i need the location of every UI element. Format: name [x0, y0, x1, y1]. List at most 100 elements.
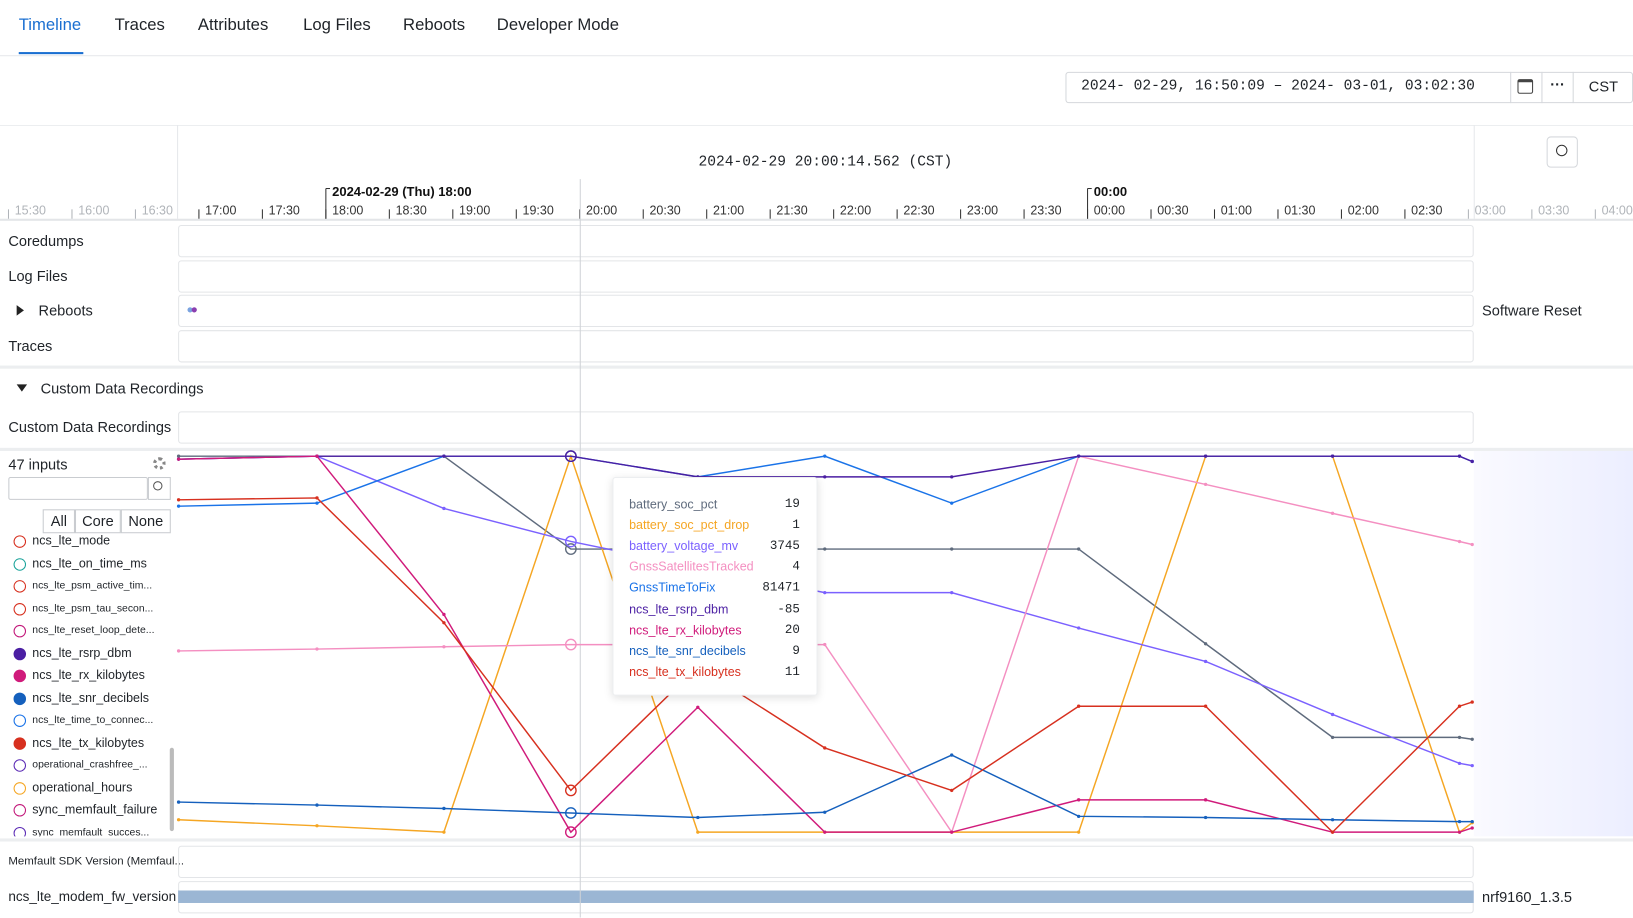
- search-input[interactable]: [8, 477, 148, 500]
- section-border: [0, 838, 1633, 842]
- x-tick-label: 20:30: [649, 204, 680, 218]
- series-line: [178, 455, 1473, 507]
- section-title[interactable]: Custom Data Recordings: [40, 380, 204, 397]
- tooltip-value: 1: [792, 517, 800, 533]
- input-marker[interactable]: [13, 580, 27, 593]
- series-point: [823, 642, 827, 647]
- input-marker[interactable]: [13, 781, 27, 795]
- series-point: [315, 454, 319, 458]
- settings-icon[interactable]: [153, 457, 166, 470]
- series-line: [178, 455, 1473, 834]
- input-marker[interactable]: [13, 714, 27, 727]
- x-tick-label: 22:00: [840, 204, 871, 218]
- tooltip-value: 19: [784, 496, 800, 512]
- input-name[interactable]: ncs_lte_reset_loop_dete...: [32, 624, 155, 637]
- x-tick-label: 19:30: [523, 204, 554, 218]
- right-col-border: [1473, 124, 1475, 219]
- series-point: [1076, 454, 1081, 458]
- input-marker[interactable]: [13, 535, 27, 548]
- input-marker[interactable]: [13, 804, 27, 817]
- series-point: [950, 753, 954, 757]
- section-border: [0, 365, 1633, 369]
- hover-point: [564, 450, 577, 463]
- tab[interactable]: Traces: [114, 16, 165, 35]
- series-line: [178, 455, 1473, 740]
- input-marker[interactable]: [13, 602, 27, 616]
- calendar-button[interactable]: [1510, 71, 1541, 104]
- x-tick-label: 16:00: [78, 204, 109, 218]
- header-border: [0, 124, 1633, 127]
- series-point: [1076, 704, 1081, 708]
- tab[interactable]: Developer Mode: [496, 16, 620, 35]
- input-name[interactable]: ncs_lte_mode: [32, 533, 111, 548]
- tab[interactable]: Timeline: [18, 16, 82, 35]
- more-button[interactable]: ···: [1541, 71, 1572, 104]
- input-name[interactable]: sync_memfault_failure: [32, 801, 158, 817]
- series-point: [442, 506, 446, 511]
- input-marker[interactable]: [13, 826, 27, 837]
- series-point: [1330, 712, 1335, 717]
- series-point: [442, 454, 446, 458]
- series-point: [176, 649, 181, 653]
- series-point: [442, 612, 446, 617]
- expand-arrow[interactable]: [16, 305, 24, 316]
- search-icon: [153, 481, 163, 491]
- tooltip-name: GnssTimeToFix: [629, 580, 716, 596]
- input-name[interactable]: operational_crashfree_...: [32, 759, 148, 771]
- hover-point: [564, 784, 577, 797]
- row-track: [178, 260, 1474, 293]
- input-name[interactable]: ncs_lte_on_time_ms: [32, 555, 147, 571]
- filter-button[interactable]: Core: [74, 509, 121, 534]
- hover-point: [564, 450, 577, 463]
- input-name[interactable]: ncs_lte_rx_kilobytes: [32, 667, 145, 683]
- right-shade: [1473, 450, 1633, 837]
- input-name[interactable]: ncs_lte_psm_tau_secon...: [32, 602, 154, 614]
- tab[interactable]: Log Files: [303, 16, 371, 35]
- series-point: [1330, 454, 1335, 458]
- input-marker[interactable]: [13, 669, 27, 683]
- series-point: [315, 454, 319, 458]
- input-marker[interactable]: [13, 557, 27, 571]
- timezone[interactable]: CST: [1572, 71, 1633, 104]
- series-point: [1457, 539, 1462, 544]
- input-marker[interactable]: [13, 759, 27, 772]
- series-point: [823, 810, 827, 814]
- reboot-dot: [187, 307, 193, 313]
- tooltip-value: 11: [784, 664, 800, 679]
- input-marker[interactable]: [13, 647, 27, 660]
- x-tick-label: 19:00: [459, 204, 490, 218]
- series-point: [1076, 798, 1081, 802]
- filter-button[interactable]: All: [42, 509, 75, 534]
- row-track: [178, 845, 1474, 878]
- input-name[interactable]: ncs_lte_time_to_connec...: [32, 714, 154, 726]
- input-name[interactable]: sync_memfault_succes...: [32, 826, 150, 837]
- input-name[interactable]: ncs_lte_snr_decibels: [32, 689, 150, 705]
- series-point: [315, 501, 319, 505]
- x-tick-label: 02:30: [1411, 204, 1442, 218]
- tab-border: [0, 55, 1633, 57]
- input-name[interactable]: operational_hours: [32, 779, 133, 795]
- series-point: [1203, 454, 1208, 458]
- hover-point: [564, 826, 577, 839]
- tab[interactable]: Reboots: [403, 16, 466, 35]
- tab[interactable]: Attributes: [197, 16, 269, 35]
- input-name[interactable]: ncs_lte_tx_kilobytes: [32, 734, 145, 750]
- date-range[interactable]: 2024- 02-29, 16:50:09 – 2024- 03-01, 03:…: [1081, 78, 1475, 95]
- row-label[interactable]: Reboots: [38, 302, 93, 319]
- input-marker[interactable]: [13, 736, 27, 750]
- zoom-out-button[interactable]: [1546, 136, 1578, 168]
- series-point: [696, 705, 700, 709]
- filter-button[interactable]: None: [120, 509, 171, 534]
- x-tick-label: 01:00: [1221, 204, 1252, 218]
- collapse-arrow[interactable]: [16, 384, 28, 392]
- series-point: [442, 454, 446, 458]
- input-marker[interactable]: [13, 624, 27, 638]
- input-name[interactable]: ncs_lte_psm_active_tim...: [32, 580, 153, 592]
- x-tick-label: 16:30: [142, 204, 173, 218]
- tooltip-value: 81471: [762, 580, 800, 596]
- row-value: nrf9160_1.3.5: [1482, 888, 1573, 906]
- input-name[interactable]: ncs_lte_rsrp_dbm: [32, 645, 132, 660]
- search-button[interactable]: [147, 477, 171, 500]
- input-marker[interactable]: [13, 692, 27, 705]
